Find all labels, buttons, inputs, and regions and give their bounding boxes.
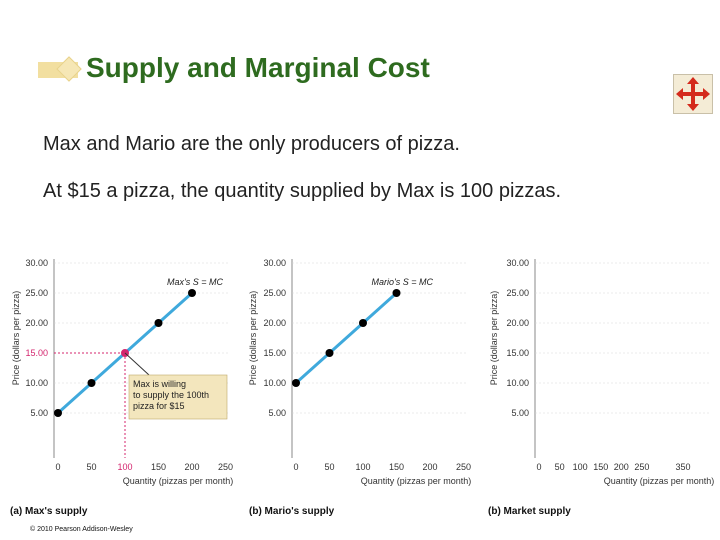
move-button[interactable]	[673, 74, 713, 114]
panel-label: (b) Market supply	[488, 506, 571, 517]
y-axis-label: Price (dollars per pizza)	[248, 291, 258, 386]
data-point	[54, 409, 62, 417]
x-tick-label: 250	[218, 462, 233, 472]
x-axis-label: Quantity (pizzas per month)	[361, 476, 472, 486]
x-axis-label: Quantity (pizzas per month)	[604, 476, 715, 486]
y-tick-label: 30.00	[25, 258, 48, 268]
callout-text-line: Max is willing	[133, 379, 186, 389]
y-axis-label: Price (dollars per pizza)	[489, 291, 499, 386]
y-tick-label: 30.00	[506, 258, 529, 268]
data-point	[188, 289, 196, 297]
x-tick-label: 0	[55, 462, 60, 472]
x-tick-label: 200	[614, 462, 629, 472]
x-tick-label: 0	[293, 462, 298, 472]
data-point	[292, 379, 300, 387]
y-tick-label: 15.00	[506, 348, 529, 358]
y-axis-label: Price (dollars per pizza)	[11, 291, 21, 386]
y-tick-label: 5.00	[511, 408, 529, 418]
y-tick-label: 30.00	[263, 258, 286, 268]
supply-charts: 5.00 10.00 15.00 20.00 25.00 30.00 0 50 100 150 20…	[10, 258, 714, 517]
x-tick-label: 100	[355, 462, 370, 472]
y-tick-label: 10.00	[25, 378, 48, 388]
title-ornament	[38, 56, 84, 82]
y-tick-label: 20.00	[263, 318, 286, 328]
panel-max-supply: 5.00 10.00 15.00 20.00 25.00 30.00 0 50 100 150 20…	[10, 258, 233, 517]
data-point	[154, 319, 163, 327]
x-tick-label: 150	[389, 462, 404, 472]
y-tick-label: 20.00	[25, 318, 48, 328]
callout-text-line: to supply the 100th	[133, 390, 209, 400]
y-tick-label: 10.00	[263, 378, 286, 388]
text-line-1: Max and Mario are the only producers of …	[43, 133, 460, 155]
curve-label: Mario's S = MC	[372, 277, 434, 287]
x-tick-label: 50	[86, 462, 96, 472]
x-tick-label: 250	[456, 462, 471, 472]
data-point	[359, 319, 367, 327]
x-axis-label: Quantity (pizzas per month)	[123, 476, 234, 486]
y-tick-label: 25.00	[506, 288, 529, 298]
slide-title: Supply and Marginal Cost	[86, 52, 430, 83]
callout-pointer	[124, 352, 150, 376]
x-tick-label: 100	[117, 462, 132, 472]
supply-curve	[294, 291, 398, 385]
x-tick-label: 150	[593, 462, 608, 472]
copyright-notice: © 2010 Pearson Addison-Wesley	[30, 526, 133, 533]
x-tick-label: 150	[151, 462, 166, 472]
x-tick-label: 50	[324, 462, 334, 472]
curve-label: Max's S = MC	[167, 277, 223, 287]
y-tick-label: 25.00	[25, 288, 48, 298]
callout-box	[128, 374, 228, 420]
x-tick-label: 50	[555, 462, 565, 472]
panel-label: (a) Max's supply	[10, 506, 88, 517]
x-tick-label: 200	[422, 462, 437, 472]
x-tick-label: 200	[184, 462, 199, 472]
panel-mario-supply: 5.00 10.00 15.00 20.00 25.00 30.00 0 50 100 150 20…	[248, 258, 471, 517]
y-tick-label: 25.00	[263, 288, 286, 298]
y-tick-label: 10.00	[506, 378, 529, 388]
x-tick-label: 250	[634, 462, 649, 472]
panel-label: (b) Mario's supply	[249, 506, 335, 517]
x-tick-label: 100	[573, 462, 588, 472]
callout-text-line: pizza for $15	[133, 401, 185, 411]
move-arrows-icon	[676, 77, 710, 111]
panel-market-supply: 5.00 10.00 15.00 20.00 25.00 30.00 0 50 100 150 20…	[488, 258, 714, 517]
text-line-2: At $15 a pizza, the quantity supplied by…	[43, 180, 562, 202]
y-tick-label: 5.00	[30, 408, 48, 418]
y-tick-label: 15.00	[263, 348, 286, 358]
y-tick-label: 15.00	[25, 348, 48, 358]
data-point	[325, 349, 334, 357]
data-point	[87, 379, 96, 387]
y-tick-label: 5.00	[268, 408, 286, 418]
x-tick-label: 350	[675, 462, 690, 472]
x-tick-label: 0	[536, 462, 541, 472]
y-tick-label: 20.00	[506, 318, 529, 328]
data-point	[392, 289, 401, 297]
